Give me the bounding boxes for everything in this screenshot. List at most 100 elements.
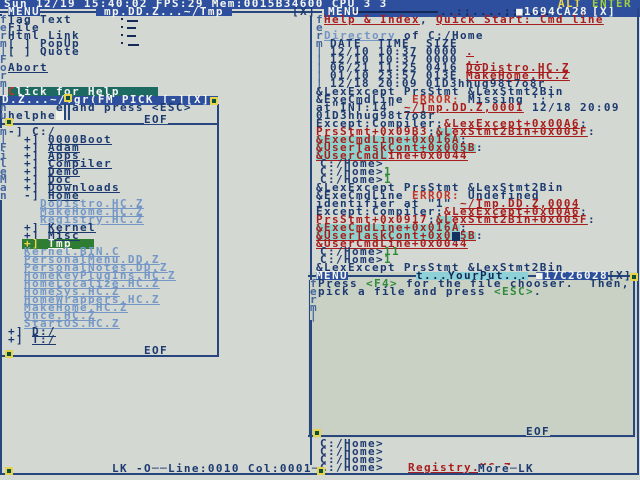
left-window-close-button[interactable]: [X]: [292, 5, 316, 18]
tree-dir-kernel[interactable]: Kernel: [48, 221, 96, 234]
tree-file-makehome-2[interactable]: MakeHome.HC.Z: [24, 301, 128, 314]
border-letter: e: [0, 21, 8, 34]
menu-item-abort[interactable]: Abort: [8, 61, 48, 74]
tree-file-once[interactable]: Once.HC.Z: [24, 309, 96, 322]
menu-item-html-link[interactable]: Html Link: [8, 29, 80, 42]
resize-handle[interactable]: [5, 350, 13, 358]
link-usercmdline[interactable]: ine+0x0044: [388, 149, 468, 162]
tree-expand-button-selected[interactable]: +]: [24, 237, 40, 250]
tree-expand-button[interactable]: +]: [24, 157, 40, 170]
tree-file-homewrappers[interactable]: HomeWrappers.HC.Z: [24, 293, 160, 306]
link-directory[interactable]: Directory: [324, 29, 396, 42]
tree-root-t-drive[interactable]: T:/: [32, 333, 56, 346]
resize-handle[interactable]: [5, 467, 13, 475]
popup-key-esc: <ESC>: [494, 285, 534, 298]
menu-item-quote-checkbox[interactable]: [ ] Quote: [8, 45, 80, 58]
click-for-help-highlight: [8, 87, 158, 96]
tree-dir-compiler[interactable]: Compiler: [48, 157, 112, 170]
terminal-cursor[interactable]: [452, 232, 460, 241]
tree-file-homekeyplugins[interactable]: HomeKeyPlugIns.HC.Z: [24, 269, 176, 282]
menu-item-file[interactable]: File: [8, 21, 40, 34]
link-lexexcept[interactable]: &LexExcept+0x00A6: [444, 117, 580, 130]
tree-dir-demo[interactable]: Demo: [48, 165, 80, 178]
text-run: :: [580, 205, 588, 218]
link-lexexcept-2[interactable]: &LexExcept+0x00A6: [444, 205, 580, 218]
link-tmp-dd-z-0001[interactable]: ~/Tmp.DD.Z,0001: [404, 101, 524, 114]
tree-file-homesys[interactable]: HomeSys.HC.Z: [24, 285, 120, 298]
link-registry[interactable]: Registry.HC.Z: [408, 461, 512, 474]
pick-window-min-button[interactable]: [-]: [162, 93, 186, 106]
tree-expand-button[interactable]: +]: [8, 325, 24, 338]
tree-file-dodistro[interactable]: DoDistro.HC.Z: [40, 197, 144, 210]
tree-file-startos[interactable]: StartOS.HC.Z: [24, 317, 120, 330]
tree-expand-button[interactable]: +]: [24, 173, 40, 186]
tree-collapse-button[interactable]: -]: [24, 189, 40, 202]
link-help-index[interactable]: Help & Index: [324, 13, 420, 26]
tree-dir-home[interactable]: Home: [48, 189, 80, 202]
pick-input-text[interactable]: helphe: [8, 109, 56, 122]
tree-expand-button[interactable]: +]: [24, 149, 40, 162]
tree-expand-button[interactable]: +]: [24, 221, 40, 234]
link-usercmdline-2[interactable]: &UserCmdLine+0x0044: [316, 237, 468, 250]
pick-window-close-button[interactable]: [X]: [186, 93, 210, 106]
tree-dir-apps[interactable]: Apps: [48, 149, 80, 162]
tree-expand-button[interactable]: +]: [24, 141, 40, 154]
link-usertaskcont[interactable]: &UserTaskCont+0x005B: [316, 141, 476, 154]
link-dir-dot[interactable]: .: [466, 45, 474, 58]
tree-dir-misc[interactable]: Misc: [48, 229, 80, 242]
right-window-close-button[interactable]: [X]: [592, 5, 616, 18]
tree-expand-button[interactable]: +]: [24, 229, 40, 242]
tree-file-personalnotes[interactable]: PersonalNotes.DD.Z: [24, 261, 168, 274]
link-tmp-dd-z-0004[interactable]: ~/Tmp.DD.Z,0004: [460, 197, 580, 210]
tree-expand-button[interactable]: +]: [24, 181, 40, 194]
resize-handle[interactable]: [630, 273, 638, 281]
border-letter: |: [0, 85, 8, 98]
menu-item-tag-text[interactable]: Tag Text: [8, 13, 72, 26]
tree-dir-adam[interactable]: Adam: [48, 141, 80, 154]
menu-item-popup-checkbox[interactable]: [ ] PopUp: [8, 37, 80, 50]
window-border: [0, 473, 318, 475]
popup-close-button[interactable]: [X]: [608, 269, 632, 282]
tree-dir-tmp-selected[interactable]: Tmp: [48, 237, 72, 250]
tree-file-registry[interactable]: Registry.HC.Z: [40, 213, 144, 226]
tree-dir-doc[interactable]: Doc: [48, 173, 72, 186]
tree-file-kernel-bin[interactable]: Kernel.BIN.C: [24, 245, 120, 258]
link-lexstmt2bin[interactable]: exStmt2Bin+0x005F: [452, 125, 588, 138]
tree-file-homelocalize[interactable]: HomeLocalize.HC.Z: [24, 277, 160, 290]
resize-handle[interactable]: [210, 97, 218, 105]
shell-prompt: C:/Home>: [320, 453, 384, 466]
tree-file-makehome[interactable]: MakeHome.HC.Z: [40, 205, 144, 218]
right-window-titlebar: [324, 8, 640, 17]
link-makehome[interactable]: MakeHome.HC.Z: [466, 69, 570, 82]
tree-expand-button[interactable]: +]: [8, 333, 24, 346]
link-prsstmt-2[interactable]: PrsStmt+0x0917: [316, 213, 428, 226]
link-lexstmt2bin-2[interactable]: exStmt2Bin+0x005F: [452, 213, 588, 226]
resize-handle[interactable]: [317, 467, 325, 475]
menu-widget-dash: [127, 35, 136, 37]
link-execmdline-2[interactable]: &ExeCmdLine+0x016A: [316, 221, 460, 234]
tree-eof-marker: EOF: [144, 344, 168, 357]
left-window-title[interactable]: mp.DD.Z...~/Tmp: [96, 5, 232, 18]
resize-handle[interactable]: [64, 94, 72, 102]
tree-file-personalmenu[interactable]: PersonalMenu.DD.Z: [24, 253, 160, 266]
resize-handle[interactable]: [5, 118, 13, 126]
tree-dir-downloads[interactable]: Downloads: [48, 181, 120, 194]
link-prsstmt[interactable]: PrsStmt+0x09B3: [316, 125, 428, 138]
click-for-help-label[interactable]: lick for Help: [16, 85, 120, 98]
resize-handle[interactable]: [313, 429, 321, 437]
link-usertaskcont-2[interactable]: &UserTaskCont+0x0: [316, 229, 452, 242]
text-run: 11: [384, 245, 400, 258]
text-run: :: [428, 213, 436, 226]
pick-input-cursor[interactable]: [56, 111, 64, 120]
tree-root-d-drive[interactable]: D:/: [32, 325, 56, 338]
tree-expand-button[interactable]: +]: [24, 133, 40, 146]
link-dodistro[interactable]: DoDistro.HC.Z: [466, 61, 570, 74]
tree-dir-0000boot[interactable]: 0000Boot: [48, 133, 112, 146]
link-quick-start[interactable]: Quick Start: Cmd line: [436, 13, 604, 26]
link-execmdline[interactable]: &ExeCmdLine+0x016A: [316, 133, 460, 146]
border-letter: |: [0, 133, 8, 146]
pick-window-title: D.Z...~/Tgr(FM PICK: [2, 93, 162, 106]
tree-root-c-drive[interactable]: -] C:/: [8, 125, 56, 138]
link-dir-dotdot[interactable]: ..: [466, 53, 482, 66]
tree-expand-button[interactable]: +]: [24, 165, 40, 178]
